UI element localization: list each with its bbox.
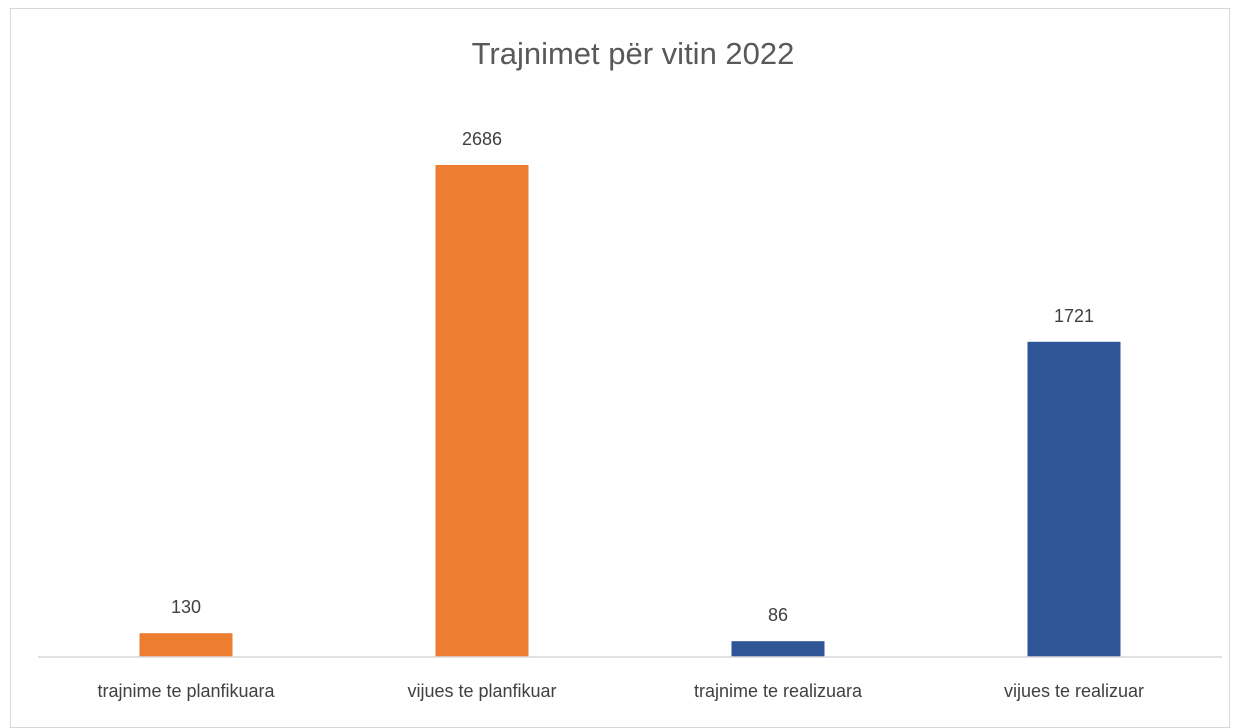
chart-title: Trajnimet për vitin 2022 xyxy=(472,36,795,71)
bars-group xyxy=(139,165,1121,657)
x-tick-label-3: trajnime te realizuara xyxy=(694,681,863,701)
bar-chart: Trajnimet për vitin 2022 130 2686 86 1721 t… xyxy=(38,36,1222,701)
data-label-1: 130 xyxy=(171,597,201,617)
bar-4 xyxy=(1027,341,1121,657)
data-label-4: 1721 xyxy=(1054,306,1094,326)
bar-1 xyxy=(139,633,233,657)
bar-2 xyxy=(435,165,529,657)
x-tick-label-2: vijues te planfikuar xyxy=(407,681,556,701)
bar-3 xyxy=(731,641,825,657)
data-label-2: 2686 xyxy=(462,129,502,149)
data-labels-group: 130 2686 86 1721 xyxy=(171,129,1094,625)
x-tick-labels-group: trajnime te planfikuara vijues te planfik… xyxy=(97,681,1144,701)
chart-frame xyxy=(10,8,1230,728)
x-tick-label-4: vijues te realizuar xyxy=(1004,681,1144,701)
data-label-3: 86 xyxy=(768,605,788,625)
x-tick-label-1: trajnime te planfikuara xyxy=(97,681,275,701)
